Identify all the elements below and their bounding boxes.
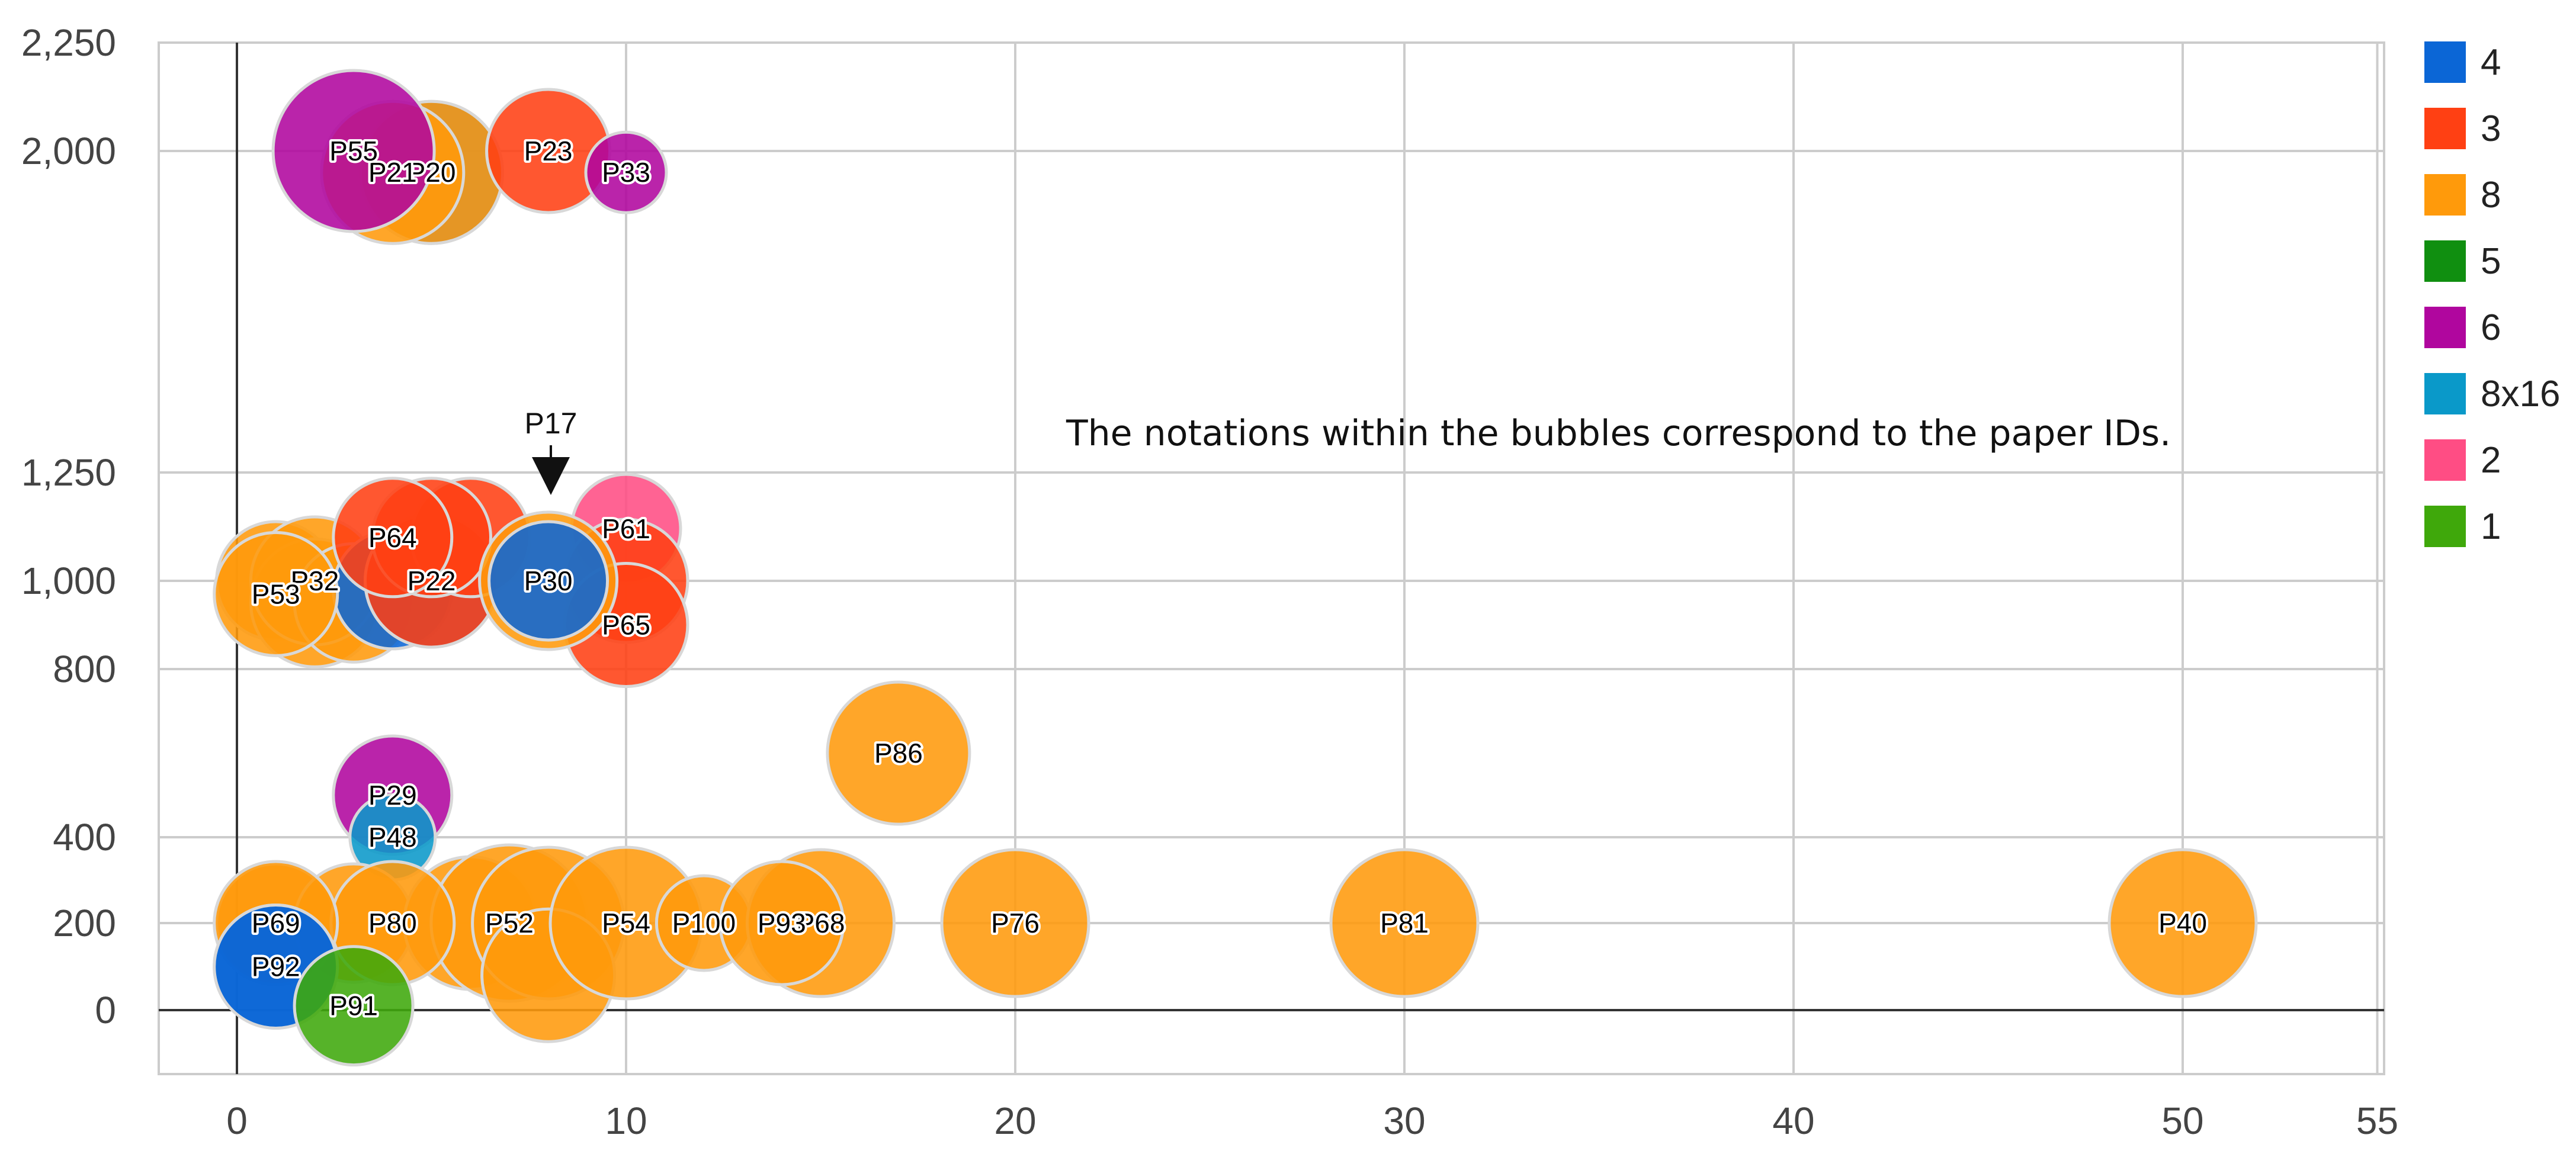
- gridlines: [158, 41, 2385, 1075]
- bubble-p53: [213, 531, 339, 657]
- plot-frame: [158, 41, 2385, 1075]
- bubble-label-p52: P52: [485, 908, 534, 938]
- legend-swatch: [2424, 108, 2466, 149]
- x-tick-label: 30: [1383, 1100, 1425, 1142]
- bubble-label-p80: P80: [368, 908, 417, 938]
- bubble-label-p55: P55: [329, 136, 378, 166]
- bubble-label-p20: P20: [408, 157, 456, 188]
- y-tick-label: 1,000: [21, 560, 116, 602]
- bubble-label-p100: P100: [672, 908, 736, 938]
- bubble-label-p54: P54: [602, 908, 650, 938]
- bubble-label-p81: P81: [1380, 908, 1429, 938]
- legend-swatch: [2424, 373, 2466, 414]
- bubble-label-p86: P86: [874, 738, 923, 769]
- bubble-p91: [293, 945, 415, 1067]
- bubble-label-p40: P40: [2158, 908, 2207, 938]
- legend-label: 4: [2481, 42, 2501, 83]
- y-tick-label: 2,000: [21, 130, 116, 172]
- x-tick-label: 55: [2356, 1100, 2398, 1142]
- y-tick-label: 0: [95, 989, 116, 1031]
- legend-swatch: [2424, 240, 2466, 282]
- y-tick-label: 800: [53, 648, 116, 690]
- bubble-p64: [332, 477, 454, 599]
- bubble-label-p68: P68: [797, 908, 845, 938]
- legend-label: 5: [2481, 241, 2501, 282]
- legend-label: 8: [2481, 175, 2501, 216]
- bubble-label-p29: P29: [368, 780, 417, 811]
- bubble-label-p93: P93: [758, 908, 806, 938]
- bubble-unlabeled-21: [487, 520, 609, 642]
- legend-label: 1: [2481, 506, 2501, 547]
- bubbles: [213, 69, 2258, 1067]
- bubble-label-p65: P65: [602, 610, 650, 641]
- bubble-label-p61: P61: [602, 513, 650, 544]
- x-tick-label: 20: [994, 1100, 1036, 1142]
- bubble-label-p21: P21: [368, 157, 417, 188]
- legend-label: 6: [2481, 307, 2501, 348]
- bubble-p81: [1329, 848, 1480, 998]
- x-tick-label: 50: [2161, 1100, 2203, 1142]
- bubble-label-p92: P92: [252, 952, 300, 982]
- bubble-p40: [2107, 848, 2258, 998]
- callout: P17: [525, 407, 578, 495]
- bubble-p55: [271, 69, 436, 233]
- legend-swatch: [2424, 439, 2466, 481]
- y-tick-label: 400: [53, 816, 116, 859]
- legend-label: 2: [2481, 440, 2501, 481]
- bubble-p86: [826, 680, 971, 826]
- x-tick-label: 10: [605, 1100, 647, 1142]
- bubble-label-p33: P33: [602, 157, 650, 188]
- bubble-label-p91: P91: [329, 991, 378, 1021]
- legend-label: 8x16: [2481, 374, 2560, 414]
- bubble-label-p30: P30: [524, 565, 573, 596]
- bubble-p33: [584, 130, 668, 214]
- legend-swatch: [2424, 41, 2466, 83]
- bubble-label-p53: P53: [252, 578, 300, 609]
- legend: 4 3 8 5 6 8x16 2 1: [2424, 41, 2560, 547]
- bubble-label-p64: P64: [368, 522, 417, 553]
- bubble-label-p48: P48: [368, 822, 417, 853]
- callout-label: P17: [525, 407, 578, 440]
- y-tick-label: 2,250: [21, 21, 116, 64]
- y-tick-label: 1,250: [21, 451, 116, 494]
- legend-swatch: [2424, 174, 2466, 216]
- legend-swatch: [2424, 307, 2466, 348]
- bubble-p93: [718, 860, 845, 986]
- x-tick-label: 0: [226, 1100, 248, 1142]
- tick-labels: 0 200 400 800 1,000 1,250 2,000 2,250 0 10 20 30 40 5…: [21, 21, 2398, 1142]
- bubble-label-p69: P69: [252, 908, 300, 938]
- legend-label: 3: [2481, 108, 2501, 149]
- chart-annotation: The notations within the bubbles corresp…: [1066, 413, 2171, 454]
- legend-swatch: [2424, 506, 2466, 547]
- x-tick-label: 40: [1772, 1100, 1814, 1142]
- bubble-p76: [940, 848, 1090, 998]
- bubble-label-p32: P32: [290, 565, 339, 596]
- bubble-label-p22: P22: [408, 565, 456, 596]
- bubble-label-p76: P76: [991, 908, 1040, 938]
- bubble-label-p23: P23: [524, 136, 573, 166]
- y-tick-label: 200: [53, 902, 116, 944]
